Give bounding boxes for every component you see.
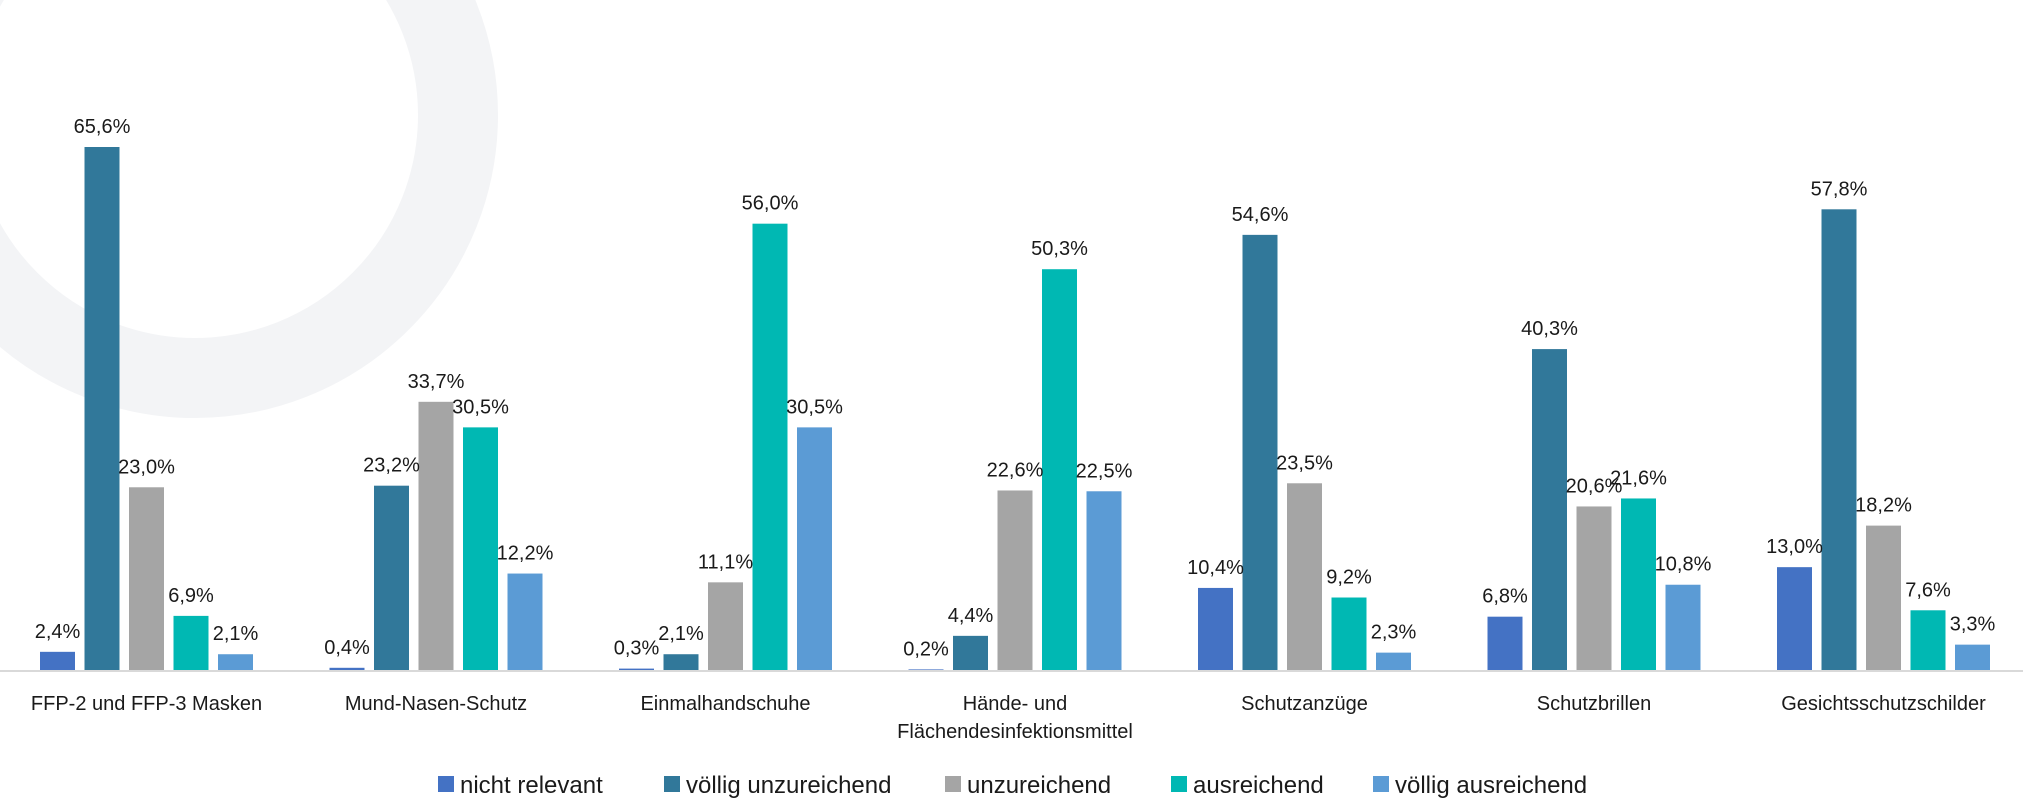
bar [1621,498,1656,671]
value-labels-layer: 2,4% 65,6% 23,0% 6,9% 2,1% 0,4% 23,2% 33,7% 30,5… [35,116,1996,660]
bar [1376,652,1411,671]
legend-label: völlig unzureichend [686,772,891,799]
data-label: 57,8% [1811,178,1868,200]
bar [1287,483,1322,671]
data-label: 50,3% [1031,238,1088,260]
bar [173,615,209,671]
bar [507,573,543,671]
data-label: 2,1% [658,623,704,645]
data-label: 6,9% [168,585,214,607]
data-label: 23,0% [118,456,175,478]
bar [1198,587,1233,671]
legend-label: völlig ausreichend [1395,772,1587,799]
category-label: Flächendesinfektionsmittel [897,721,1133,743]
data-label: 2,1% [213,623,259,645]
data-label: 4,4% [948,605,994,627]
data-label: 23,2% [363,455,420,477]
data-label: 21,6% [1610,467,1667,489]
bar [1242,234,1278,672]
bar [374,485,409,671]
data-label: 12,2% [497,543,554,565]
category-label: Schutzbrillen [1537,693,1652,715]
bar [1331,597,1367,671]
legend-swatch [438,776,454,792]
category-label: Mund-Nasen-Schutz [345,693,527,715]
bar [1042,269,1077,671]
data-label: 6,8% [1482,586,1528,608]
data-label: 65,6% [74,116,131,138]
data-label: 33,7% [408,371,465,393]
data-label: 30,5% [786,396,843,418]
bar [1866,525,1901,671]
legend-item: unzureichend [945,772,1111,799]
data-label: 0,3% [614,638,660,660]
data-label: 22,6% [987,459,1044,481]
bar [708,582,743,671]
bar [463,427,498,671]
bar [329,667,365,671]
legend-swatch [664,776,680,792]
bar [1955,644,1990,671]
legend-item: völlig unzureichend [664,772,891,799]
data-label: 56,0% [742,193,799,215]
legend: nicht relevant völlig unzureichend unzurei… [438,772,1587,799]
bar [1086,491,1122,671]
legend-item: ausreichend [1171,772,1324,799]
bar [418,401,454,671]
data-label: 0,2% [903,638,949,660]
bar [1532,349,1567,671]
bar [1576,506,1612,671]
bar [997,490,1033,671]
bar [129,487,164,671]
legend-item: nicht relevant [438,772,603,799]
legend-label: nicht relevant [460,772,603,799]
bar [953,635,988,671]
category-label: Einmalhandschuhe [640,693,810,715]
category-label: Hände- und [963,693,1068,715]
data-label: 22,5% [1076,460,1133,482]
data-label: 11,1% [698,551,753,573]
bar [797,427,832,671]
category-label: FFP-2 und FFP-3 Masken [31,693,262,715]
data-label: 40,3% [1521,318,1578,340]
bar [619,668,654,671]
data-label: 10,8% [1655,554,1712,576]
bars-layer [40,147,1990,672]
bar [1821,209,1857,671]
bar [40,651,75,671]
bar [1487,616,1523,671]
legend-label: ausreichend [1193,772,1324,799]
legend-swatch [1373,776,1389,792]
category-labels-layer: FFP-2 und FFP-3 Masken Mund-Nasen-Schutz E… [31,693,1986,743]
data-label: 2,4% [35,621,81,643]
data-label: 23,5% [1276,452,1333,474]
bar [663,654,699,671]
data-label: 54,6% [1232,204,1289,226]
data-label: 9,2% [1326,567,1372,589]
category-label: Schutzanzüge [1241,693,1368,715]
data-label: 13,0% [1766,536,1823,558]
bar [752,223,788,671]
background-ring-decoration [0,0,498,418]
data-label: 30,5% [452,396,509,418]
data-label: 7,6% [1905,579,1951,601]
data-label: 20,6% [1566,475,1623,497]
data-label: 0,4% [324,637,370,659]
legend-item: völlig ausreichend [1373,772,1587,799]
legend-swatch [945,776,961,792]
bar [84,147,120,671]
data-label: 18,2% [1855,495,1912,517]
bar [218,654,253,671]
data-label: 10,4% [1187,557,1244,579]
bar [1777,567,1812,671]
legend-label: unzureichend [967,772,1111,799]
data-label: 3,3% [1950,614,1996,636]
bar [1910,610,1946,671]
legend-swatch [1171,776,1187,792]
data-label: 2,3% [1371,622,1417,644]
bar [1665,584,1701,671]
category-label: Gesichtsschutzschilder [1781,693,1986,715]
